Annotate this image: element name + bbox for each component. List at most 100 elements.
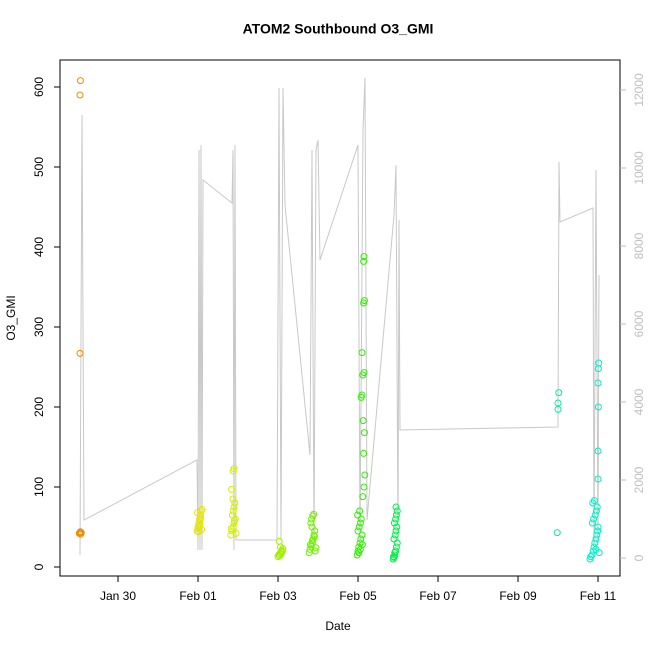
point [392,527,400,535]
point [358,531,366,539]
point [358,391,366,399]
point [360,483,368,491]
point [361,471,369,479]
point [356,519,364,527]
point [230,503,238,511]
x-tick-label: Feb 05 [339,589,377,603]
point [231,499,239,507]
point [594,379,602,387]
point [594,403,602,411]
point [593,531,601,539]
point [228,485,236,493]
point [310,533,318,541]
point [307,519,315,527]
point [392,515,400,523]
point [592,535,600,543]
point [229,507,237,515]
y-axis-label: O3_GMI [4,295,18,340]
point [587,553,595,561]
x-tick-label: Jan 30 [100,589,136,603]
point [230,517,238,525]
point [593,503,601,511]
point [392,503,400,511]
point [360,297,368,305]
point [306,541,314,549]
point [312,544,320,552]
point [360,257,368,265]
point [308,537,316,545]
y2-tick-label: 10000 [632,151,646,185]
point [390,553,398,561]
x-axis-label: Date [325,619,351,633]
point [594,447,602,455]
point [308,523,316,531]
point [232,529,240,537]
point [391,531,399,539]
y2-tick-label: 6000 [632,310,646,337]
point [359,417,367,425]
point [197,513,205,521]
point [359,493,367,501]
point [355,523,363,531]
point [590,515,598,523]
point [594,523,602,531]
x-tick-label: Feb 07 [419,589,457,603]
point [553,529,561,537]
x-tick-label: Feb 03 [259,589,297,603]
point [594,475,602,483]
altitude-line [79,77,600,556]
y2-tick-label: 8000 [632,232,646,259]
point [595,359,603,367]
point [311,547,319,555]
y-tick-label: 0 [32,563,46,570]
point [229,495,237,503]
point [360,449,368,457]
y2-tick-label: 4000 [632,388,646,415]
point [391,549,399,557]
point [554,399,562,407]
point [594,527,602,535]
point [390,535,398,543]
point [393,507,401,515]
x-tick-label: Feb 01 [179,589,217,603]
y2-tick-label: 2000 [632,466,646,493]
point [230,465,238,473]
point [76,349,84,357]
y-tick-label: 200 [32,397,46,417]
y-tick-label: 400 [32,237,46,257]
y-tick-label: 300 [32,317,46,337]
plot-frame [59,59,621,577]
point [588,551,596,559]
point [308,539,316,547]
y-tick-label: 600 [32,77,46,97]
point [590,497,598,505]
point [196,517,204,525]
point [194,525,202,533]
x-tick-label: Feb 09 [499,589,537,603]
point [591,511,599,519]
point [76,91,84,99]
point [194,509,202,517]
y2-tick-label: 12000 [632,73,646,107]
point [227,525,235,533]
point [77,529,85,537]
point [357,515,365,523]
point [358,541,366,549]
point [360,429,368,437]
y-tick-label: 100 [32,477,46,497]
y2-tick-label: 0 [632,554,646,561]
point [358,349,366,357]
x-tick-label: Feb 11 [580,589,617,603]
point [310,510,318,518]
point [354,511,362,519]
point [588,519,596,527]
point [391,551,399,559]
point [392,511,400,519]
point [196,521,204,529]
point [360,253,368,261]
chart-title: ATOM2 Southbound O3_GMI [243,21,434,37]
point [592,545,600,553]
